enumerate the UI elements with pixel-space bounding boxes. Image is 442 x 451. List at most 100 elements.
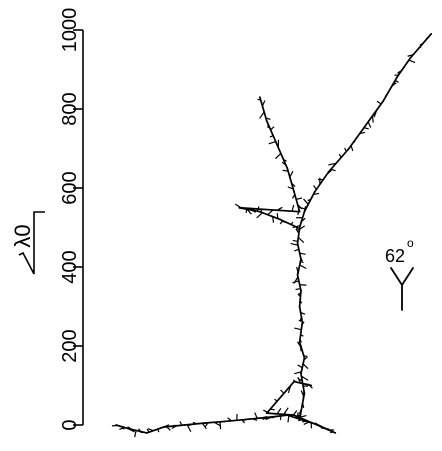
- dendrite-point: [303, 356, 306, 359]
- dendrite-sidebranch: [274, 398, 278, 402]
- dendrite-sidebranch: [270, 126, 275, 131]
- dendrite-point: [163, 426, 165, 428]
- dendrite-sidebranch: [299, 264, 307, 270]
- y-ticks: 0 200 400 600 800 1000: [59, 8, 83, 431]
- dendrite-sidebranch: [302, 390, 305, 399]
- dendrite-sidebranch: [261, 100, 266, 107]
- dendrite-point: [296, 274, 299, 276]
- dendrite-sidebranch: [299, 343, 302, 352]
- dendrite-point: [334, 432, 337, 434]
- dendrite-sidebranch: [330, 431, 334, 434]
- dendrite-point: [293, 191, 296, 193]
- dendrite-sidebranch: [269, 135, 274, 138]
- dendrite-point: [258, 210, 261, 213]
- dendrite-point: [128, 428, 131, 430]
- dendrite-sidebranch: [303, 198, 309, 205]
- dendrite-sidebranch: [292, 224, 301, 229]
- dendrite-sidebranch: [292, 280, 300, 284]
- dendrite-sidebranch: [302, 402, 305, 409]
- dendrite-sidebranch: [297, 209, 300, 216]
- dendrite-sidebranch: [245, 208, 248, 214]
- dendrite-sidebranch: [213, 421, 222, 427]
- dendrite-point: [115, 424, 117, 426]
- dendrite-sidebranch: [202, 422, 207, 430]
- dendrite-sidebranch: [297, 203, 303, 210]
- dendrite-sidebranch: [299, 225, 306, 230]
- dendrite-sidebranch: [344, 147, 347, 152]
- dendrite-sidebranch: [302, 363, 309, 370]
- dendrite-sidebranch: [166, 426, 171, 431]
- dendrite-point: [269, 416, 272, 418]
- dendrite-sidebranch: [301, 375, 309, 381]
- dendrite-point: [293, 380, 296, 383]
- dendrite-sidebranch: [290, 414, 293, 418]
- dendrite-sidebranch: [276, 206, 283, 211]
- dendrite-sidebranch: [246, 208, 252, 215]
- dendrite-sidebranch: [303, 355, 308, 358]
- dendrite-sidebranch: [298, 409, 302, 414]
- dendrite-sidebranch: [259, 111, 265, 119]
- dendrite-sidebranch: [251, 209, 256, 213]
- dendrite-sidebranch: [359, 131, 366, 135]
- dendrite-point: [204, 422, 206, 424]
- angle-annotation: 62 o: [385, 236, 414, 311]
- angle-annotation-value: 62: [385, 246, 405, 266]
- dendrite-sidebranch: [419, 42, 424, 46]
- dendrite-sidebranch: [330, 168, 336, 172]
- dendrite-point: [265, 119, 268, 122]
- dendrite-sidebranch: [283, 158, 287, 162]
- dendrite-point: [300, 372, 302, 375]
- dendrite-point: [313, 191, 316, 193]
- dendrite-point: [296, 242, 299, 245]
- dendrite-sidebranch: [276, 408, 282, 415]
- dendrite-sidebranch: [298, 419, 303, 422]
- dendrite-sidebranch: [363, 127, 369, 130]
- dendrite-sidebranch: [408, 59, 416, 64]
- dendrite-point: [298, 226, 301, 229]
- dendrite-sidebranch: [299, 308, 302, 313]
- y-tick-label: 600: [59, 171, 81, 204]
- dendrite-point: [296, 226, 299, 229]
- dendrite-sidebranch: [287, 385, 292, 394]
- dendrite-sidebranch: [256, 212, 263, 219]
- dendrite-sidebranch: [188, 423, 193, 427]
- dendrite-point: [298, 341, 301, 343]
- y-tick-label: 400: [59, 250, 81, 283]
- dendrite-sidebranch: [299, 252, 306, 255]
- dendrite-sidebranch: [283, 407, 289, 415]
- dendrite-sidebranch: [290, 221, 294, 225]
- dendrite-sidebranch: [292, 239, 298, 242]
- dendrite-sidebranch: [311, 421, 317, 425]
- dendrite-sidebranch: [227, 417, 232, 422]
- dendrite-sidebranch: [394, 79, 399, 83]
- y-tick-label: 200: [59, 329, 81, 362]
- dendrite-sidebranch: [179, 421, 183, 426]
- dendrite-path: [115, 33, 432, 434]
- dendrite-sidebranch: [425, 36, 429, 40]
- y-axis: 0 200 400 600 800 1000: [59, 8, 84, 431]
- dendrite-sidebranch: [156, 428, 160, 433]
- dendrite-sidebranch: [257, 98, 261, 101]
- dendrite-sidebranch: [171, 424, 176, 427]
- dendrite-point: [145, 432, 148, 434]
- dendrite-point: [409, 56, 412, 59]
- dendrite-point: [276, 143, 278, 146]
- dendrite-sidebranch: [291, 410, 298, 417]
- dendrite-sidebranch: [367, 121, 372, 128]
- dendrite-sidebranch: [350, 145, 354, 152]
- dendrite-point: [228, 420, 230, 422]
- dendrite-sidebranch: [291, 194, 296, 199]
- dendrite-sidebranch: [328, 162, 337, 166]
- dendrite-sidebranch: [265, 416, 273, 421]
- dendrite-sidebranch: [282, 169, 289, 172]
- dendrite-sidebranch: [308, 384, 313, 389]
- dendrite-point: [293, 414, 296, 417]
- dendrite-sidebranch: [234, 203, 243, 209]
- dendrite-sidebranch: [276, 213, 279, 219]
- dendrite-sidebranch: [303, 356, 308, 361]
- dendrite-sidebranch: [297, 414, 301, 417]
- dendrite-sidebranch: [265, 117, 271, 120]
- dendrite-sidebranch: [384, 91, 389, 97]
- dendrite-sidebranch: [319, 425, 324, 430]
- dendrite-point: [298, 305, 301, 308]
